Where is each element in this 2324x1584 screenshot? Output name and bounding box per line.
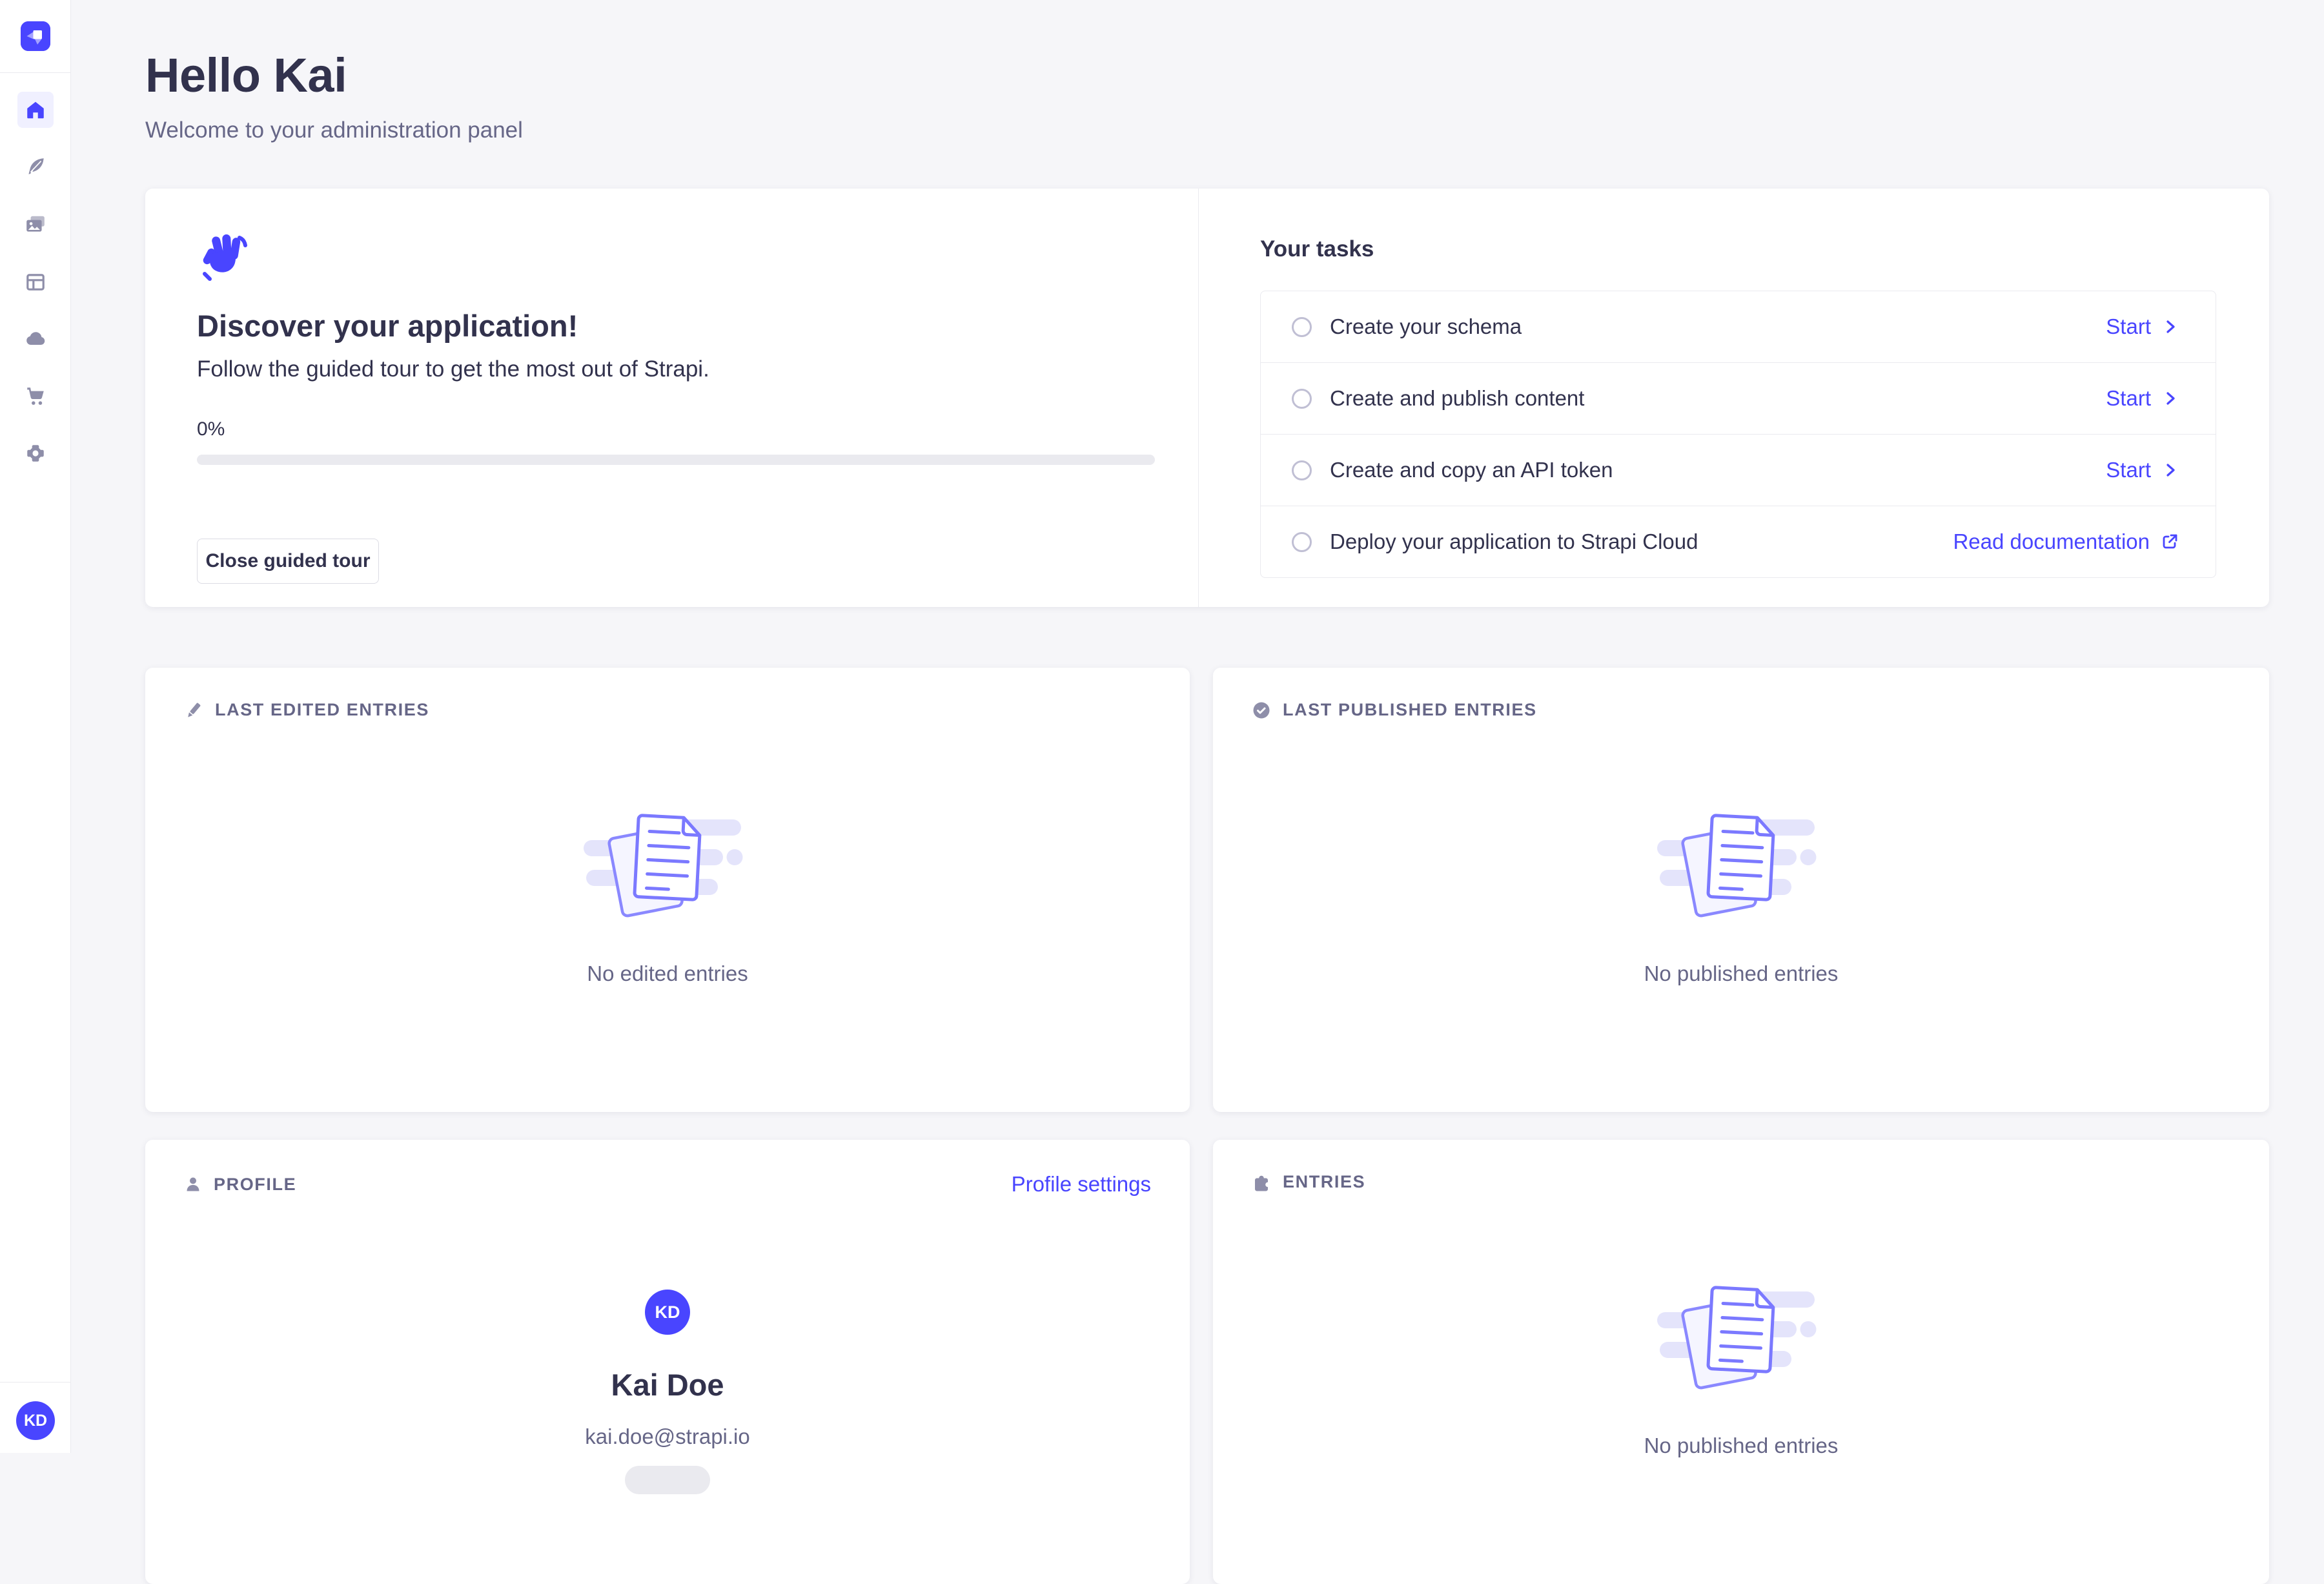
sidebar-item-content-type-builder[interactable] [17,264,54,300]
task-label: Create your schema [1330,314,1522,338]
profile-name: Kai Doe [611,1368,724,1402]
documents-illustration [1657,814,1817,918]
progress-label: 0% [197,418,225,440]
gear-icon [27,445,44,462]
cart-icon [27,387,44,405]
chevron-right-icon [2166,392,2175,405]
sidebar-item-content-manager[interactable] [17,149,54,185]
guided-tour-card: Discover your application! Follow the gu… [145,189,2269,607]
task-action-label: Start [2106,386,2151,410]
task-start-link[interactable]: Start [2106,458,2179,482]
sidebar-item-home[interactable] [17,92,54,128]
task-status-circle [1292,388,1312,409]
card-header: ENTRIES [1213,1140,2269,1192]
profile-role-badge [625,1466,710,1494]
page-subtitle: Welcome to your administration panel [145,118,523,143]
empty-state-text: No published entries [1644,962,1839,985]
cloud-icon [26,332,45,345]
task-action-label: Start [2106,458,2151,482]
progress-bar-track [197,455,1155,465]
task-row: Deploy your application to Strapi Cloud … [1261,506,2216,577]
card-title: ENTRIES [1283,1172,1366,1191]
card-header: PROFILE Profile settings [145,1140,1190,1197]
card-title: LAST EDITED ENTRIES [215,700,429,719]
sidebar-user-initials: KD [23,1411,48,1430]
task-status-circle [1292,460,1312,480]
card-title: LAST PUBLISHED ENTRIES [1283,700,1537,719]
task-start-link[interactable]: Start [2106,314,2179,339]
home-icon [27,101,44,119]
close-guided-tour-button[interactable]: Close guided tour [197,539,379,584]
task-label: Create and copy an API token [1330,458,1613,482]
strapi-logo[interactable] [21,21,50,51]
task-status-circle [1292,316,1312,337]
task-status-circle [1292,531,1312,552]
task-label: Deploy your application to Strapi Cloud [1330,530,1698,553]
puzzle-icon [1255,1175,1268,1191]
layout-icon [26,274,45,291]
profile-email: kai.doe@strapi.io [585,1425,750,1448]
profile-initials: KD [655,1302,680,1322]
guided-tour-subtitle: Follow the guided tour to get the most o… [197,356,709,382]
documents-illustration [584,814,743,918]
task-action-label: Read documentation [1953,530,2150,553]
chevron-right-icon [2166,464,2175,477]
profile-settings-link[interactable]: Profile settings [1011,1172,1151,1196]
feather-icon [28,158,44,174]
main-sidebar: KD [0,0,71,1453]
guided-tour-title: Discover your application! [197,309,578,343]
images-icon [26,216,45,232]
sidebar-item-settings[interactable] [17,435,54,471]
profile-avatar: KD [645,1290,690,1335]
documents-illustration [1657,1286,1817,1390]
last-edited-entries-card: LAST EDITED ENTRIES No edite [145,668,1190,1112]
sidebar-divider-top [0,72,71,73]
task-read-documentation-link[interactable]: Read documentation [1953,530,2179,554]
profile-body: KD Kai Doe kai.doe@strapi.io [145,1197,1190,1494]
check-circle-icon [1253,702,1270,718]
task-start-link[interactable]: Start [2106,386,2179,411]
page-title: Hello Kai [145,48,347,102]
card-title: PROFILE [214,1174,297,1194]
task-label: Create and publish content [1330,386,1585,410]
task-list: Create your schema Start Create and publ… [1260,291,2216,578]
empty-state: No edited entries [145,720,1190,986]
sidebar-item-cloud[interactable] [17,321,54,357]
guided-tour-pane: Discover your application! Follow the gu… [145,189,1199,607]
profile-card: PROFILE Profile settings KD Kai Doe kai.… [145,1140,1190,1584]
waving-hand-icon [203,234,247,281]
pencil-icon [188,703,201,717]
sidebar-item-marketplace[interactable] [17,378,54,414]
task-row: Create and copy an API token Start [1261,434,2216,506]
tasks-pane: Your tasks Create your schema Start Crea… [1199,189,2269,607]
tasks-title: Your tasks [1260,236,1374,262]
last-published-entries-card: LAST PUBLISHED ENTRIES No pu [1213,668,2269,1112]
card-header: LAST EDITED ENTRIES [145,668,1190,720]
task-action-label: Start [2106,314,2151,338]
external-link-icon [2163,534,2177,549]
empty-state: No published entries [1213,720,2269,986]
card-header: LAST PUBLISHED ENTRIES [1213,668,2269,720]
strapi-logo-icon [21,21,50,51]
task-row: Create and publish content Start [1261,362,2216,434]
chevron-right-icon [2166,320,2175,333]
entries-card: ENTRIES No published entries [1213,1140,2269,1584]
sidebar-user-avatar[interactable]: KD [16,1401,55,1440]
empty-state-text: No edited entries [587,962,748,985]
sidebar-item-media-library[interactable] [17,207,54,243]
task-row: Create your schema Start [1261,291,2216,362]
person-icon [187,1177,199,1191]
empty-state: No published entries [1213,1192,2269,1458]
empty-state-text: No published entries [1644,1434,1839,1457]
sidebar-divider-bottom [0,1382,71,1383]
